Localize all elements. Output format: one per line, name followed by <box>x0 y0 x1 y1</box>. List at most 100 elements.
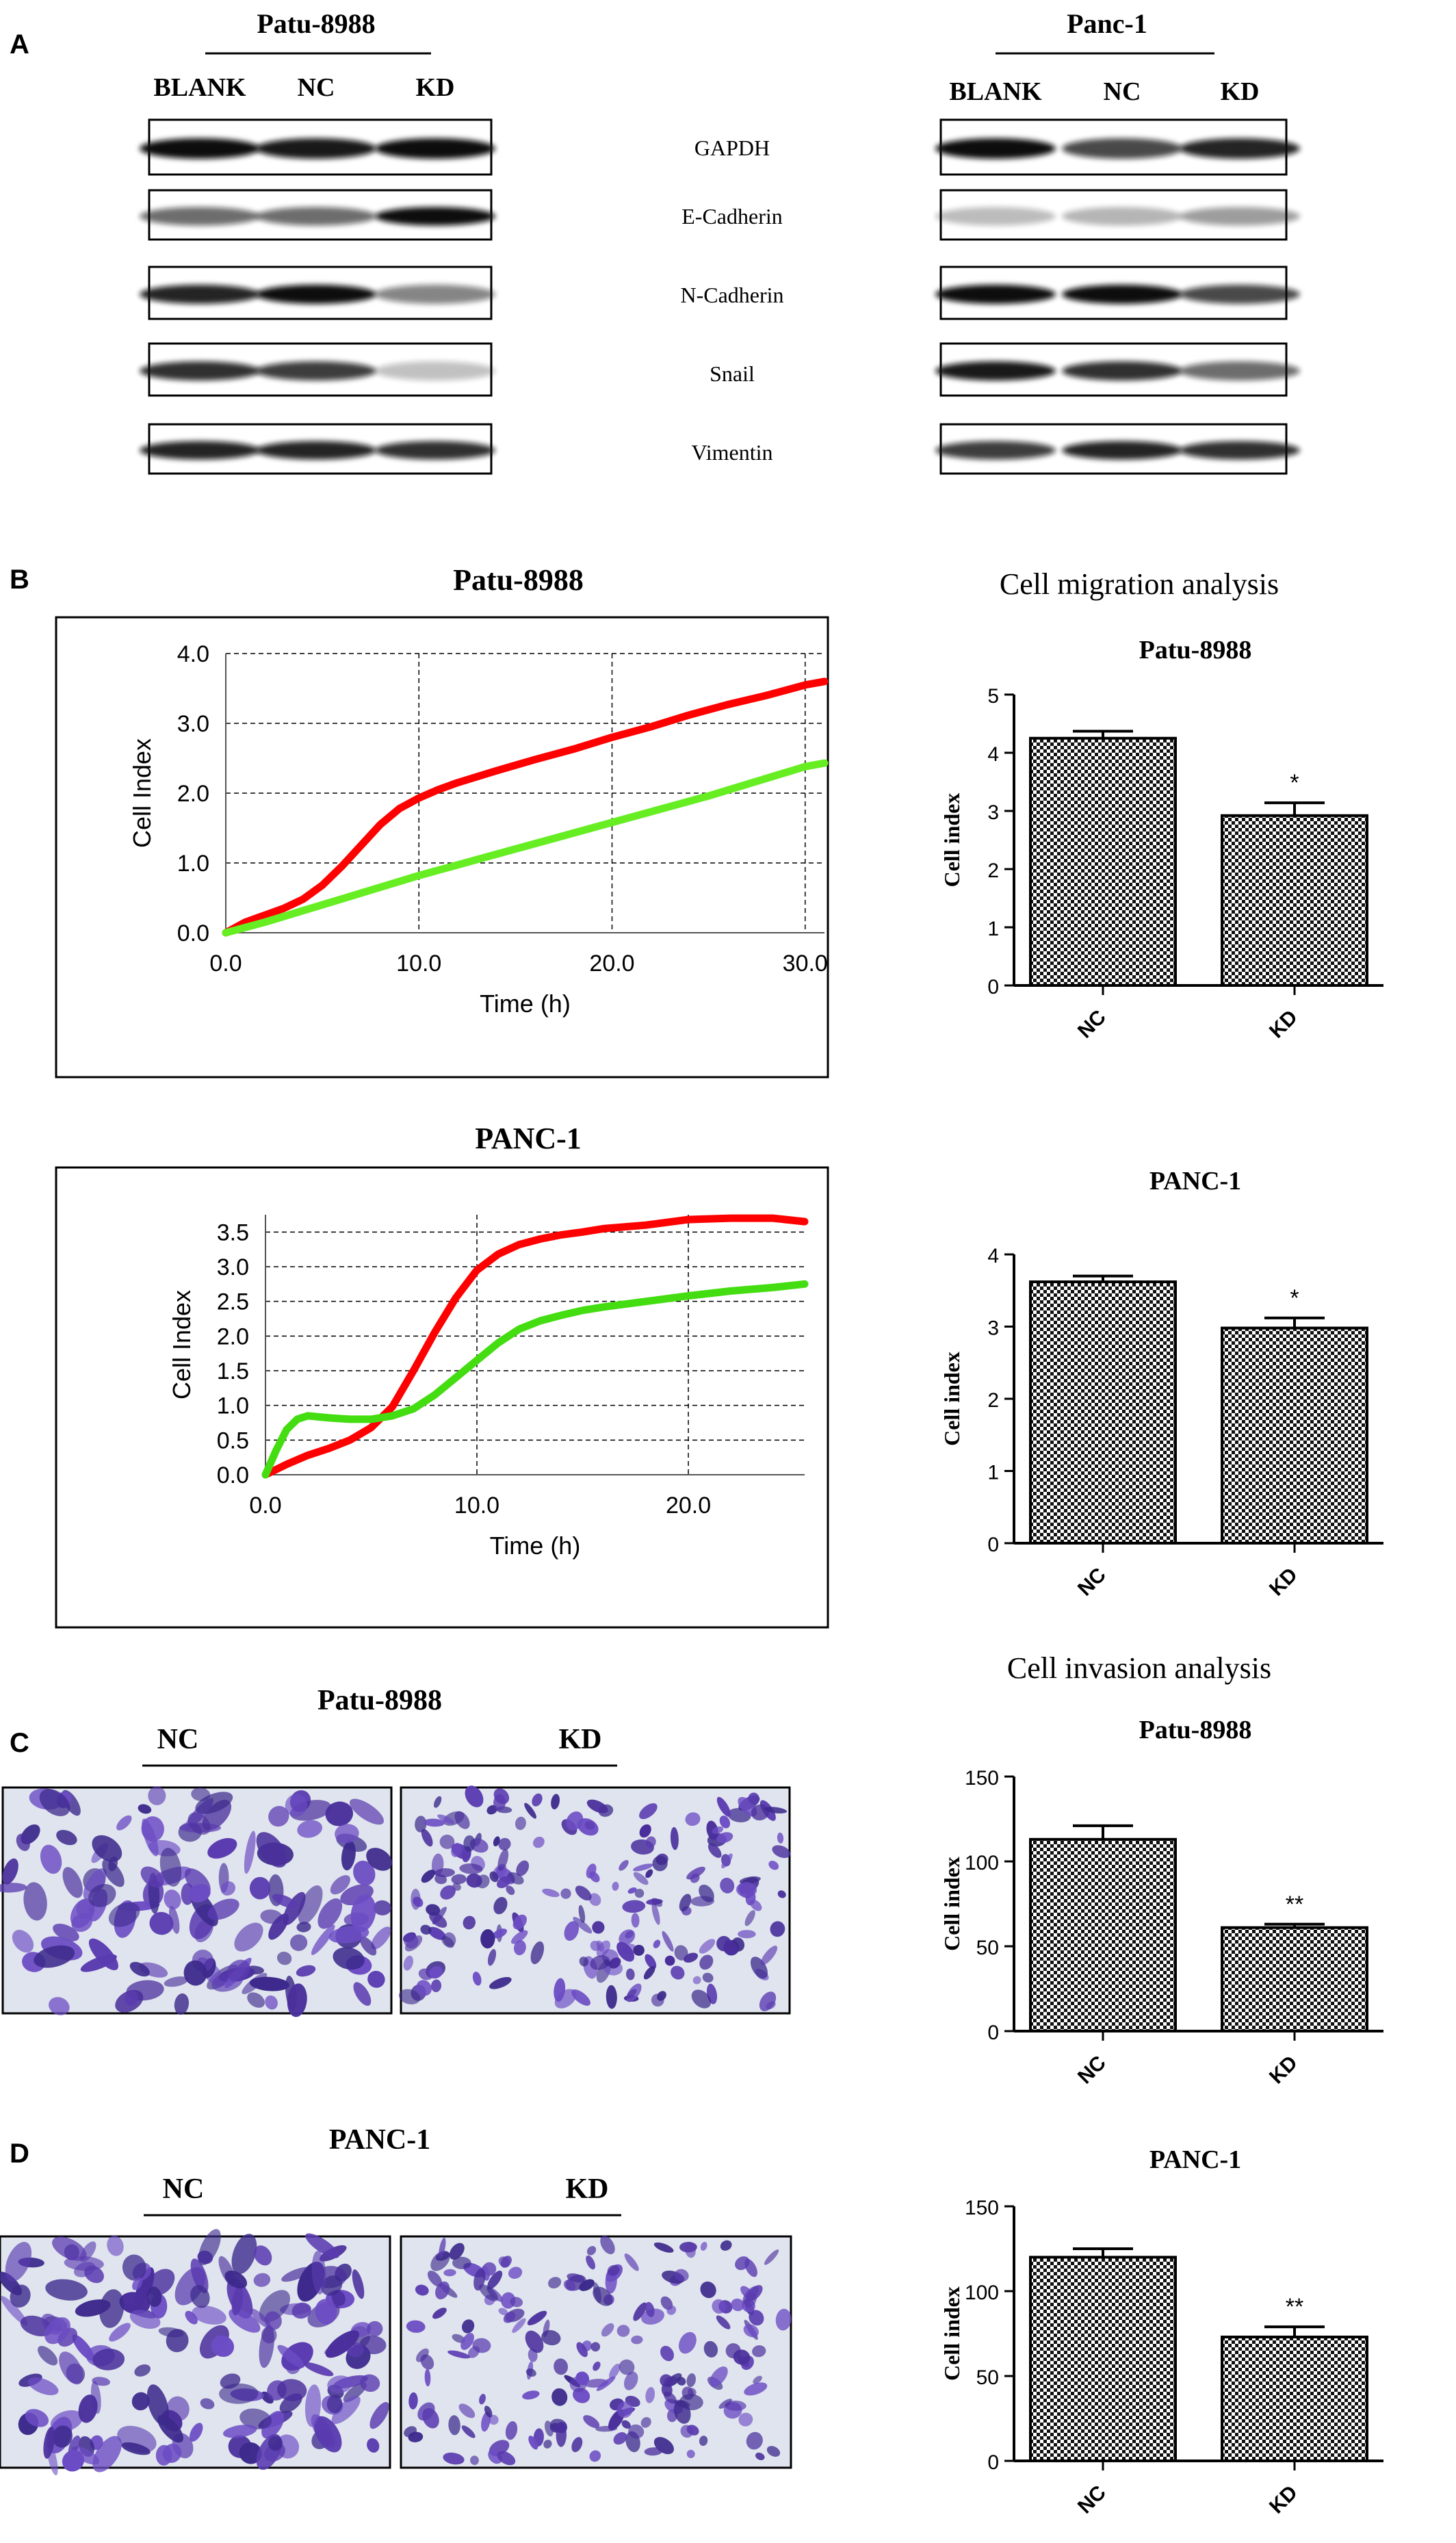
stained-cell <box>443 2269 456 2277</box>
stained-cell <box>432 2308 447 2319</box>
stained-cell <box>764 1807 788 1813</box>
wb-band <box>140 441 260 460</box>
stained-cell <box>440 1885 456 1900</box>
stained-cell <box>584 1820 595 1830</box>
stained-cell <box>49 1997 70 2015</box>
data-point <box>769 1215 777 1222</box>
stained-cell <box>285 1794 308 1817</box>
data-point <box>304 1412 311 1419</box>
data-point <box>600 1303 608 1311</box>
stained-cell <box>305 2233 339 2258</box>
wb-band <box>1180 441 1300 460</box>
stained-cell <box>533 1836 545 1848</box>
stained-cell <box>326 2394 343 2414</box>
stained-cell <box>411 1888 421 1910</box>
stained-cell <box>560 1888 571 1899</box>
stained-cell <box>662 1931 674 1952</box>
y-tick-label: 3.0 <box>177 711 209 737</box>
data-point <box>325 1445 333 1452</box>
stained-cell <box>146 2384 169 2425</box>
stained-cell <box>159 1848 182 1887</box>
stained-cell <box>739 1876 761 1885</box>
stained-cell <box>185 2310 198 2325</box>
y-tick-label: 4.0 <box>177 641 209 667</box>
stained-cell <box>44 2317 70 2345</box>
significance-marker: * <box>1290 770 1299 796</box>
stained-cell <box>623 2371 638 2390</box>
data-point <box>536 1235 544 1243</box>
stained-cell <box>515 1816 526 1831</box>
stained-cell <box>244 1831 256 1874</box>
stained-cell <box>350 1894 376 1932</box>
stained-cell <box>506 1885 515 1896</box>
y-axis-label: Cell Index <box>168 1290 196 1399</box>
stained-cell <box>586 2246 597 2256</box>
wb-band <box>935 207 1056 226</box>
stained-cell <box>422 2408 439 2429</box>
stained-cell <box>102 1859 125 1887</box>
stained-cell <box>183 1960 207 1986</box>
stained-cell <box>429 1966 443 1979</box>
stained-cell <box>744 2258 757 2277</box>
stained-cell <box>92 2348 125 2371</box>
stained-cell <box>575 2371 590 2386</box>
stained-cell <box>753 2375 762 2384</box>
stained-cell <box>628 2424 645 2439</box>
y-axis-label: Cell Index <box>128 738 156 848</box>
stained-cell <box>702 1972 714 1983</box>
stained-cell <box>744 2293 757 2308</box>
stained-cell <box>575 1885 592 1901</box>
data-point <box>325 1414 333 1421</box>
x-tick-label: NC <box>1074 2052 1110 2089</box>
wb-protein-label: N-Cadherin <box>680 283 783 307</box>
stained-cell <box>616 2401 633 2418</box>
stained-cell <box>415 2284 429 2296</box>
stained-cell <box>403 1955 413 1971</box>
stained-cell <box>434 1874 447 1885</box>
y-tick-label: 3 <box>987 801 999 824</box>
wb-band <box>1180 361 1300 380</box>
stained-cell <box>430 1979 442 1993</box>
wb-lane-label: NC <box>1104 77 1141 106</box>
stained-cell <box>2 1858 18 1885</box>
wb-cellline-panc: Panc-1 <box>1067 8 1147 39</box>
stained-cell <box>131 2392 150 2411</box>
stained-cell <box>404 1933 419 1949</box>
stained-cell <box>712 1826 724 1834</box>
stained-cell <box>666 2306 677 2315</box>
stained-cell <box>433 1796 442 1808</box>
stained-cell <box>624 2253 639 2271</box>
stained-cells <box>404 2235 792 2466</box>
data-point <box>357 842 365 849</box>
data-point <box>376 821 384 828</box>
stained-cell <box>603 1959 612 1967</box>
stained-cell <box>373 1900 391 1915</box>
stained-cell <box>62 2450 85 2472</box>
stained-cell <box>224 2270 248 2289</box>
y-tick-label: 50 <box>976 2366 999 2389</box>
stained-cell <box>249 1876 271 1900</box>
data-point <box>647 723 654 731</box>
data-point <box>512 845 519 853</box>
x-tick-label: KD <box>1265 1006 1302 1043</box>
stained-cell <box>616 1941 635 1962</box>
data-point <box>536 1317 544 1325</box>
stained-cell <box>593 2282 601 2303</box>
stained-cell <box>686 2449 695 2458</box>
stained-cell <box>596 2376 616 2391</box>
stained-cell <box>588 1893 601 1907</box>
data-point <box>724 701 731 708</box>
stained-cell <box>551 1794 560 1809</box>
data-point <box>389 1403 396 1410</box>
stained-cell <box>634 1888 645 1898</box>
stained-cell <box>489 2414 499 2425</box>
stained-cell <box>633 2302 647 2321</box>
stained-cell <box>479 2394 486 2405</box>
stained-cell <box>512 1914 527 1930</box>
wb-band <box>140 138 260 159</box>
stained-cell <box>164 1976 189 1987</box>
wb-lane-label: BLANK <box>949 77 1042 106</box>
stained-cell <box>612 1881 619 1891</box>
data-point <box>685 1216 692 1224</box>
